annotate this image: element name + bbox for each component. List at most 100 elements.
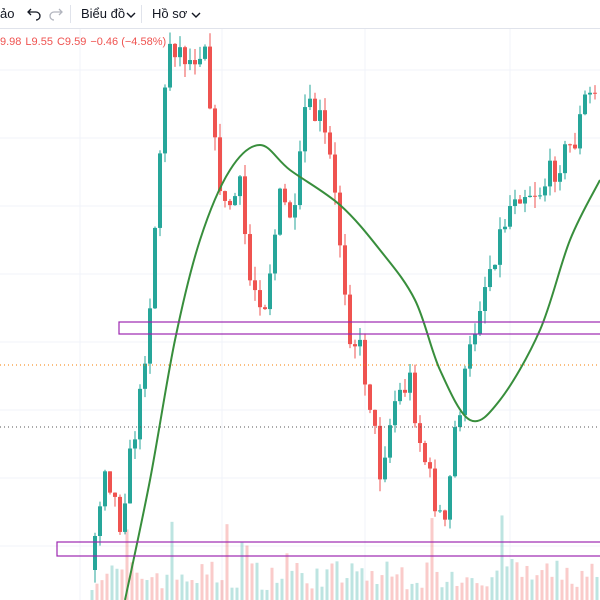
toolbar-item[interactable]: ảo — [0, 6, 15, 21]
candle-body — [478, 311, 482, 335]
volume-bar — [515, 562, 519, 600]
candle-body — [158, 153, 162, 228]
candle-body — [223, 191, 227, 201]
volume-bar — [500, 515, 504, 600]
chevron[interactable] — [191, 10, 201, 20]
volume-bar — [435, 571, 439, 600]
candle-body — [243, 176, 247, 235]
ohlc-legend: 9.98 L9.55 C9.59 −0.46 (−4.58%) — [0, 36, 170, 48]
volume-bar — [255, 562, 259, 600]
volume-bar — [350, 563, 354, 600]
candle-body — [418, 423, 422, 444]
volume-bar — [525, 565, 529, 600]
candle-body — [373, 409, 377, 426]
volume-bar — [580, 570, 584, 600]
volume-bar — [395, 574, 399, 600]
volume-bar — [575, 586, 579, 600]
candle-body — [228, 200, 232, 206]
candle-body — [343, 245, 347, 295]
candle-body — [263, 307, 267, 310]
volume-bar — [180, 574, 184, 600]
volume-bar — [215, 582, 219, 600]
candle-body — [238, 176, 242, 197]
volume-bar — [385, 561, 389, 600]
volume-bar — [290, 570, 294, 600]
candle-body — [353, 344, 357, 347]
toolbar-item[interactable]: Hồ sơ — [152, 6, 188, 21]
candle-body — [113, 492, 117, 497]
volume-bar — [360, 568, 364, 600]
volume-bar — [370, 571, 374, 600]
candle-body — [428, 462, 432, 469]
volume-bar — [220, 580, 224, 600]
chevron[interactable] — [126, 10, 136, 20]
candle-body — [253, 280, 257, 291]
candle-body — [368, 384, 372, 410]
candle-body — [558, 173, 562, 182]
candle-body — [258, 290, 262, 308]
volume-bar — [110, 565, 114, 600]
candle-body — [213, 108, 217, 138]
candle-body — [383, 457, 387, 480]
candle-body — [388, 425, 392, 458]
toolbar-item[interactable]: Biểu đồ — [81, 6, 126, 21]
redo-icon[interactable] — [48, 6, 64, 22]
candle-body — [318, 110, 322, 121]
candle-body — [118, 496, 122, 532]
candle-body — [218, 137, 222, 192]
volume-bar — [315, 568, 319, 600]
candle-body — [248, 234, 252, 281]
candle-body — [578, 114, 582, 149]
candle-body — [503, 226, 507, 230]
low-value: L9.55 — [25, 36, 53, 48]
candle-body — [103, 471, 107, 507]
moving-average — [124, 143, 600, 600]
volume-bar — [410, 583, 414, 600]
candle-body — [178, 47, 182, 58]
close-value: C9.59 — [56, 36, 87, 48]
volume-bar — [205, 574, 209, 600]
candle-body — [403, 389, 407, 393]
volume-bar — [425, 562, 429, 600]
candle-body — [593, 92, 597, 94]
candle-body — [328, 132, 332, 155]
undo-icon[interactable] — [26, 6, 42, 22]
volume-bar — [550, 576, 554, 600]
volume-bar — [340, 582, 344, 600]
candle-body — [468, 344, 472, 369]
candle-body — [198, 58, 202, 65]
volume-bar — [265, 589, 269, 600]
candle-body — [333, 154, 337, 193]
volume-bar — [320, 586, 324, 600]
candle-body — [563, 144, 567, 174]
candle-body — [303, 107, 307, 152]
volume-bar — [240, 542, 244, 600]
candle-body — [293, 205, 297, 218]
volume-bar — [465, 577, 469, 600]
candle-body — [518, 199, 522, 204]
volume-bar — [420, 587, 424, 600]
volume-bar — [250, 563, 254, 600]
volume-bar — [520, 576, 524, 600]
volume-bar — [510, 558, 514, 600]
candle-body — [143, 363, 147, 389]
separator — [141, 5, 142, 23]
volume-bar — [295, 562, 299, 600]
change-value: −0.46 (−4.58%) — [90, 36, 167, 48]
candle-body — [573, 144, 577, 149]
volume-bar — [355, 571, 359, 600]
candle-body — [508, 206, 512, 227]
candle-body — [183, 47, 187, 65]
volume-bar — [150, 577, 154, 600]
volume-bar — [210, 561, 214, 600]
volume-bar — [455, 585, 459, 600]
candle-body — [173, 43, 177, 58]
volume-bar — [375, 584, 379, 600]
volume-bar — [345, 578, 349, 600]
volume-bar — [570, 583, 574, 600]
volume-bar — [260, 589, 264, 600]
candle-body — [338, 192, 342, 246]
volume-bar — [565, 567, 569, 600]
zone-rect — [56, 541, 600, 557]
